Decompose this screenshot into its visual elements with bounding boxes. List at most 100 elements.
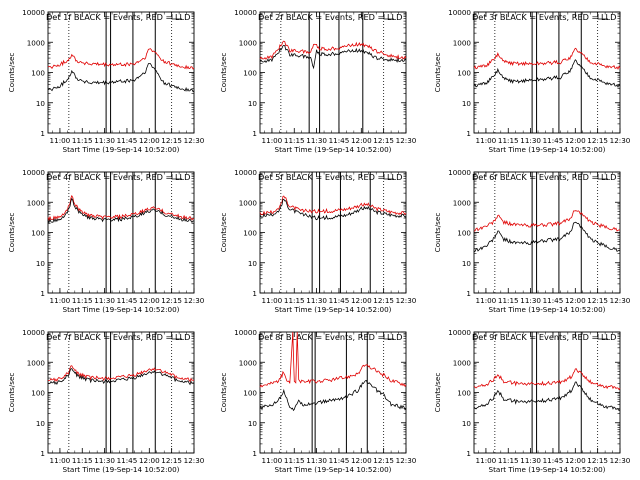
x-tick-label: 12:15 [587, 456, 608, 465]
x-tick-label: 11:00 [50, 456, 71, 465]
chart-title: Det 9f BLACK = Events, RED = LLD [472, 332, 616, 342]
y-tick-label: 10000 [448, 8, 471, 17]
x-tick-label: 11:15 [498, 456, 519, 465]
x-tick-label: 12:30 [610, 456, 631, 465]
chart-panel-8: Det 8f BLACK = Events, RED = LLD 1 10 100 10… [219, 328, 417, 474]
x-tick-label: 11:30 [520, 136, 541, 145]
x-tick-label: 11:15 [498, 296, 519, 305]
chart-title: Det 2f BLACK = Events, RED = LLD [258, 12, 402, 22]
y-tick-label: 10000 [234, 328, 257, 337]
events-series-line [473, 59, 621, 88]
lld-series-line [259, 40, 407, 60]
y-tick-label: 10000 [22, 168, 45, 177]
lld-series-line [473, 368, 621, 391]
y-tick-label: 10 [36, 259, 46, 268]
y-axis-label: Counts/sec [7, 373, 16, 413]
y-tick-label: 1000 [453, 38, 472, 47]
y-tick-label: 10 [248, 419, 258, 428]
y-tick-label: 10 [36, 99, 46, 108]
x-tick-label: 12:15 [161, 296, 182, 305]
x-tick-label: 11:30 [94, 296, 115, 305]
y-tick-label: 10 [462, 419, 472, 428]
chart-panel-2: Det 2f BLACK = Events, RED = LLD 1 10 100 10… [219, 8, 417, 154]
events-series-line [47, 197, 194, 224]
x-tick-label: 11:15 [72, 456, 93, 465]
x-axis-label: Start Time (19-Sep-14 10:52:00) [63, 145, 180, 154]
x-axis-label: Start Time (19-Sep-14 10:52:00) [275, 145, 392, 154]
x-tick-label: 11:00 [476, 296, 497, 305]
x-tick-label: 11:45 [117, 296, 138, 305]
x-tick-label: 11:45 [329, 136, 350, 145]
y-tick-label: 10000 [22, 328, 45, 337]
y-tick-label: 10000 [234, 8, 257, 17]
lld-series-line [473, 210, 621, 232]
x-tick-label: 12:30 [184, 456, 205, 465]
x-tick-label: 11:30 [306, 456, 327, 465]
x-tick-label: 11:45 [329, 296, 350, 305]
y-tick-label: 10 [248, 99, 258, 108]
x-tick-label: 11:45 [543, 296, 564, 305]
y-axis-label: Counts/sec [7, 213, 16, 253]
plot-frame [47, 11, 195, 134]
y-tick-label: 10 [462, 259, 472, 268]
y-axis-label: Counts/sec [433, 53, 442, 93]
y-tick-label: 10 [248, 259, 258, 268]
y-tick-label: 100 [31, 229, 45, 238]
y-tick-label: 1000 [27, 198, 46, 207]
x-tick-label: 11:15 [284, 456, 305, 465]
y-tick-label: 1 [466, 449, 471, 458]
y-tick-label: 1 [40, 129, 45, 138]
y-tick-label: 1 [466, 129, 471, 138]
chart-panel-7: Det 7f BLACK = Events, RED = LLD 1 10 100 10… [7, 328, 205, 474]
x-tick-label: 12:30 [396, 456, 417, 465]
y-tick-label: 100 [31, 69, 45, 78]
x-axis-label: Start Time (19-Sep-14 10:52:00) [489, 305, 606, 314]
plot-frame [259, 331, 407, 454]
x-tick-label: 11:00 [262, 456, 283, 465]
x-tick-label: 12:30 [396, 296, 417, 305]
y-tick-label: 100 [457, 229, 471, 238]
y-axis-label: Counts/sec [433, 373, 442, 413]
x-tick-label: 12:30 [396, 136, 417, 145]
chart-title: Det 6f BLACK = Events, RED = LLD [472, 172, 616, 182]
events-series-line [259, 44, 407, 70]
y-tick-label: 1000 [239, 198, 258, 207]
plot-frame [473, 171, 621, 294]
x-tick-label: 11:30 [94, 136, 115, 145]
y-tick-label: 10000 [448, 328, 471, 337]
y-tick-label: 10000 [234, 168, 257, 177]
events-series-line [47, 368, 195, 386]
x-tick-label: 12:00 [565, 456, 586, 465]
x-tick-label: 11:15 [284, 136, 305, 145]
x-tick-label: 11:15 [72, 136, 93, 145]
x-axis-label: Start Time (19-Sep-14 10:52:00) [63, 305, 180, 314]
y-tick-label: 1000 [453, 198, 472, 207]
x-tick-label: 12:15 [373, 296, 394, 305]
chart-panel-4: Det 4f BLACK = Events, RED = LLD 1 10 100 10… [7, 168, 205, 314]
y-axis-label: Counts/sec [7, 53, 16, 93]
y-tick-label: 1 [252, 449, 257, 458]
y-tick-label: 1000 [239, 358, 258, 367]
x-tick-label: 12:15 [373, 136, 394, 145]
x-tick-label: 11:15 [498, 136, 519, 145]
y-tick-label: 10 [36, 419, 46, 428]
x-tick-label: 11:45 [329, 456, 350, 465]
y-tick-label: 100 [243, 229, 257, 238]
x-tick-label: 11:00 [476, 456, 497, 465]
x-tick-label: 12:00 [565, 136, 586, 145]
x-tick-label: 11:30 [520, 456, 541, 465]
x-tick-label: 12:00 [351, 456, 372, 465]
y-tick-label: 1 [252, 289, 257, 298]
x-tick-label: 12:15 [161, 456, 182, 465]
x-tick-label: 12:30 [184, 296, 205, 305]
y-tick-label: 1 [252, 129, 257, 138]
y-tick-label: 100 [243, 69, 257, 78]
x-tick-label: 11:00 [476, 136, 497, 145]
y-tick-label: 1 [466, 289, 471, 298]
lld-series-line [473, 47, 621, 70]
y-tick-label: 100 [31, 389, 45, 398]
y-tick-label: 10 [462, 99, 472, 108]
events-series-line [259, 198, 407, 221]
y-tick-label: 1000 [239, 38, 258, 47]
